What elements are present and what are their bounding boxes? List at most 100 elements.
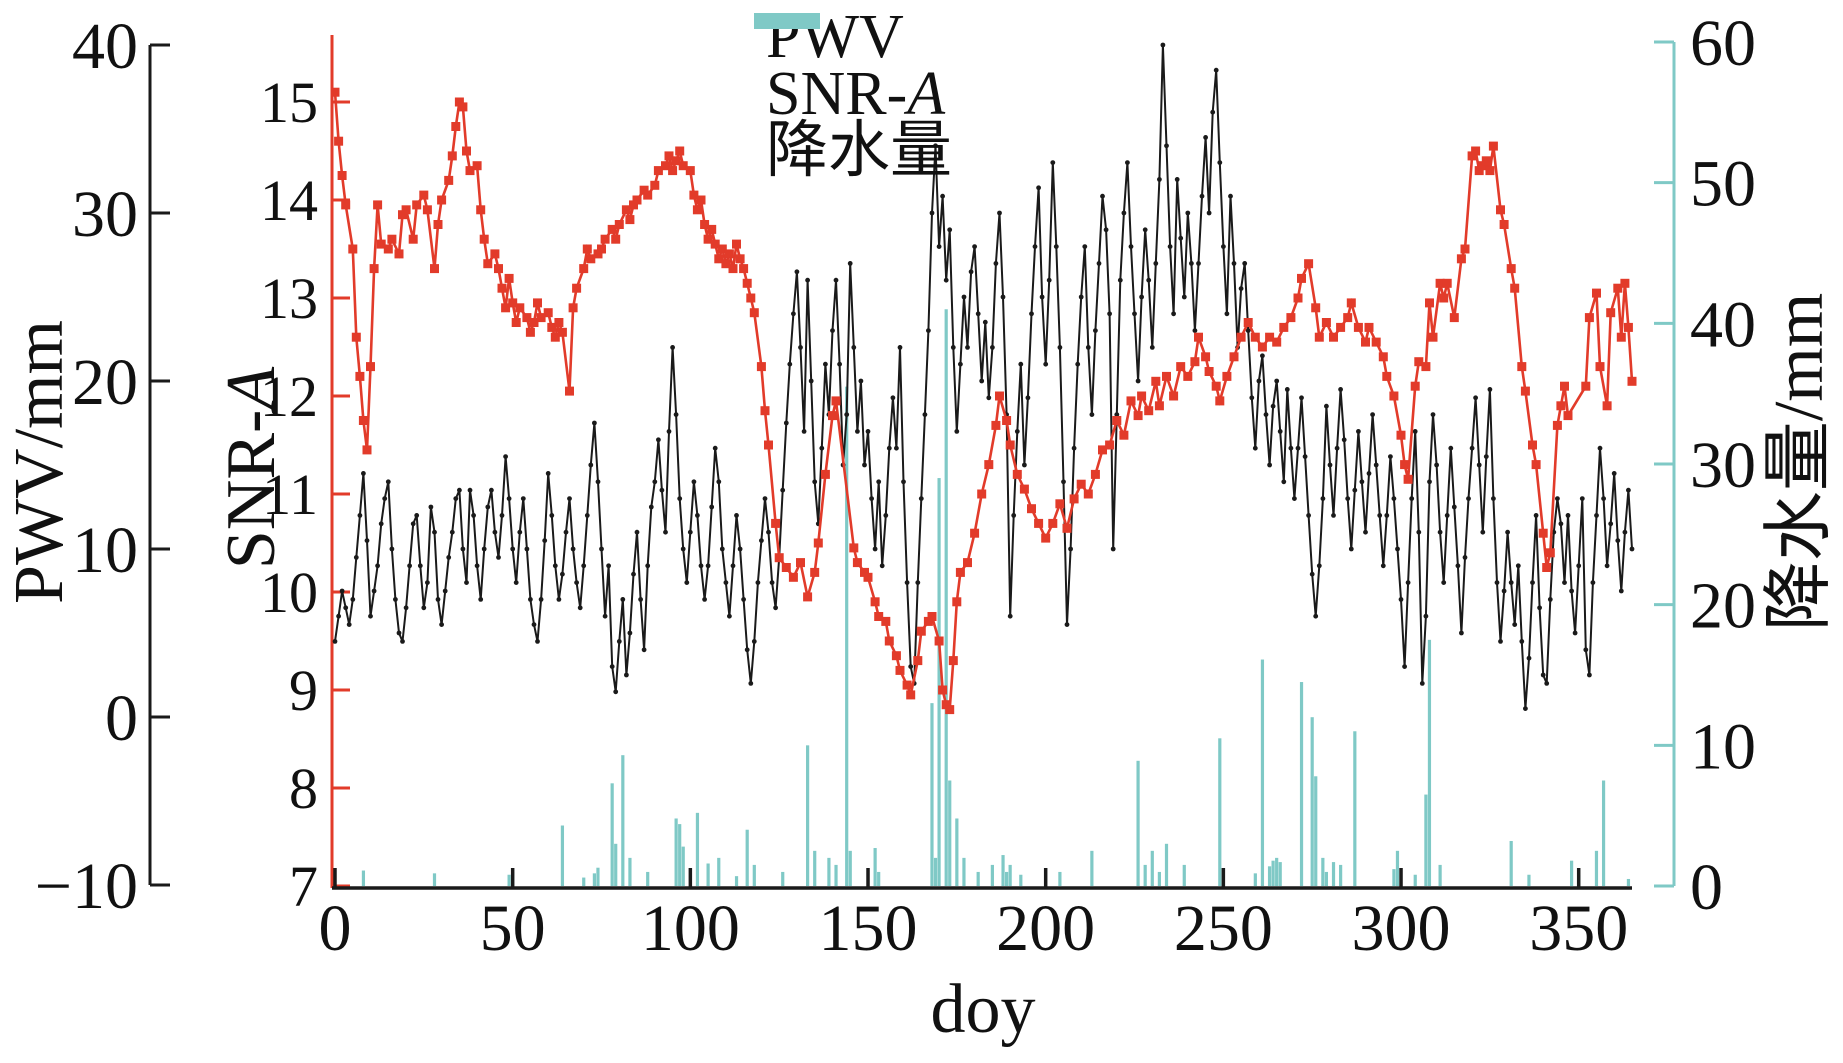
pwv-marker <box>677 496 683 501</box>
snr-marker <box>941 700 951 710</box>
precip-bar <box>1182 864 1186 886</box>
precip-axis-title: 降水量/mm <box>1761 292 1838 632</box>
snr-marker <box>1119 430 1129 440</box>
snr-marker <box>1012 469 1022 479</box>
snr-marker <box>1460 244 1470 254</box>
pwv-marker <box>1480 529 1486 535</box>
pwv-marker <box>947 227 953 233</box>
pwv-marker <box>986 395 992 401</box>
pwv-marker <box>723 580 729 585</box>
pwv-marker <box>581 563 587 569</box>
precip-bar <box>1001 855 1005 886</box>
pwv-marker <box>755 580 761 585</box>
snr-marker <box>1620 278 1630 288</box>
pwv-marker <box>1213 67 1219 73</box>
snr-marker <box>948 656 958 666</box>
pwv-marker <box>1057 345 1063 350</box>
pwv-marker <box>1345 496 1351 501</box>
snr-marker <box>621 205 631 215</box>
precip-bar <box>1594 850 1599 886</box>
pwv-marker <box>1053 244 1059 250</box>
precip-bar <box>813 850 817 886</box>
pwv-marker <box>1473 395 1478 401</box>
snr-tick-label: 7 <box>289 854 318 919</box>
pwv-marker <box>1000 294 1006 300</box>
pwv-marker <box>1171 311 1176 317</box>
pwv-marker <box>567 496 572 501</box>
pwv-marker <box>584 513 590 518</box>
pwv-marker <box>634 529 640 535</box>
snr-marker <box>906 690 916 700</box>
snr-marker <box>597 244 606 254</box>
pwv-marker <box>641 647 647 653</box>
pwv-marker <box>687 529 693 535</box>
precip-bar-icon <box>754 13 820 29</box>
pwv-marker <box>609 664 615 669</box>
pwv-marker <box>993 261 999 266</box>
pwv-marker <box>1327 462 1333 468</box>
pwv-marker <box>673 412 679 417</box>
pwv-marker <box>1292 496 1297 501</box>
precip-bar <box>1157 871 1161 886</box>
pwv-marker <box>631 571 636 577</box>
pwv-marker <box>1498 639 1503 644</box>
snr-marker <box>348 244 358 254</box>
pwv-marker <box>915 580 921 585</box>
pwv-marker <box>819 445 825 451</box>
pwv-marker <box>1270 403 1276 409</box>
precip-bar <box>827 857 831 886</box>
pwv-marker <box>1299 395 1304 401</box>
pwv-marker <box>599 546 604 552</box>
snr-marker <box>675 146 685 156</box>
snr-marker <box>1584 313 1594 323</box>
pwv-marker <box>460 546 466 552</box>
pwv-marker <box>812 479 818 485</box>
snr-marker <box>337 171 347 180</box>
pwv-marker <box>1391 496 1397 501</box>
snr-marker <box>1176 362 1186 372</box>
snr-marker <box>1201 352 1211 362</box>
pwv-marker <box>1164 143 1169 149</box>
pwv-marker <box>940 193 945 199</box>
snr-marker <box>1595 362 1605 372</box>
snr-tick-label: 12 <box>260 364 318 429</box>
pwv-marker <box>1615 538 1621 543</box>
pwv-marker <box>1579 496 1585 501</box>
pwv-marker <box>1555 496 1560 501</box>
x-tick-label: 0 <box>319 892 352 965</box>
pwv-marker <box>645 563 651 569</box>
snr-marker <box>1627 376 1637 386</box>
pwv-marker <box>1316 563 1322 569</box>
snr-marker <box>1478 161 1488 171</box>
snr-marker <box>593 249 603 259</box>
pwv-marker <box>1032 244 1038 250</box>
pwv-marker <box>1377 513 1383 518</box>
pwv-marker <box>1107 311 1112 317</box>
snr-marker <box>611 234 621 244</box>
pwv-marker <box>407 563 412 569</box>
precip-bar <box>1310 717 1314 886</box>
pwv-marker <box>791 311 796 317</box>
pwv-marker <box>577 605 583 611</box>
pwv-series-line <box>334 44 1633 709</box>
pwv-marker <box>1562 580 1567 585</box>
precip-bar <box>933 857 938 886</box>
snr-marker <box>1169 391 1179 401</box>
pwv-marker <box>1412 429 1418 434</box>
precip-bar <box>1314 776 1318 886</box>
pwv-marker <box>1540 672 1546 678</box>
pwv-marker <box>1611 471 1617 476</box>
snr-marker <box>860 567 869 577</box>
pwv-marker <box>499 513 505 518</box>
pwv-marker <box>1196 261 1201 266</box>
pwv-marker <box>1306 513 1311 518</box>
snr-marker <box>358 416 368 425</box>
pwv-marker <box>1587 672 1592 678</box>
pwv-marker <box>709 504 715 510</box>
precip-bar <box>1267 866 1272 886</box>
pwv-marker <box>780 487 786 493</box>
snr-marker <box>970 528 980 538</box>
snr-marker <box>1421 362 1431 372</box>
snr-marker <box>586 254 596 264</box>
pwv-marker <box>691 479 697 485</box>
